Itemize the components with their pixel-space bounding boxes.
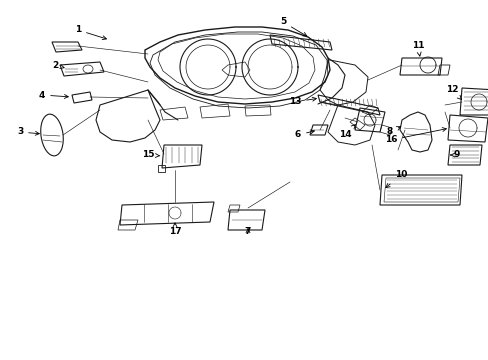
Text: 7: 7 — [244, 228, 251, 237]
Text: 16: 16 — [384, 127, 446, 144]
Text: 13: 13 — [288, 97, 316, 107]
Text: 3: 3 — [17, 127, 39, 136]
Text: 12: 12 — [445, 85, 461, 99]
Text: 9: 9 — [450, 150, 459, 159]
Text: 5: 5 — [279, 18, 306, 36]
Text: 14: 14 — [338, 125, 355, 139]
Text: 4: 4 — [39, 90, 68, 99]
Text: 1: 1 — [75, 26, 106, 40]
Text: 15: 15 — [142, 150, 160, 159]
Text: 17: 17 — [168, 223, 181, 237]
Text: 11: 11 — [411, 40, 424, 56]
Text: 8: 8 — [386, 127, 400, 136]
Text: 10: 10 — [385, 171, 407, 188]
Text: 2: 2 — [52, 60, 64, 69]
Text: 6: 6 — [294, 130, 314, 139]
